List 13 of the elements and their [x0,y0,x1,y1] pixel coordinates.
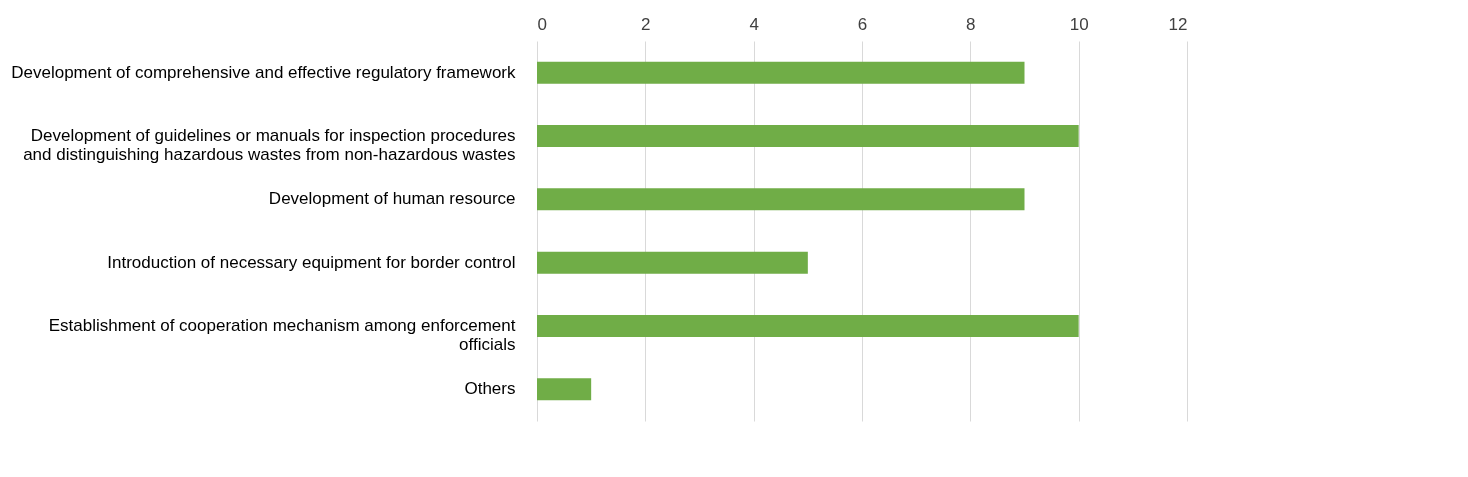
y-tick-label: Development of guidelines or manuals for inspection procedures and distinguishing hazardous wastes from non-hazardous wastes [23,126,516,164]
y-tick-label: Others [464,379,516,399]
y-tick-label: Introduction of necessary equipment for border control [107,252,516,272]
y-tick-label: Establishment of cooperation mechanism among enforcement officials [48,316,516,354]
x-tick-label: 6 [857,14,868,34]
x-tick-label: 0 [537,14,547,34]
y-tick-label: Development of human resource [268,189,516,209]
y-tick-label: Development of comprehensive and effective regulatory framework [11,62,516,82]
x-tick-label: 2 [641,14,651,34]
x-tick-label: 10 [1069,14,1089,34]
x-tick-label: 4 [749,14,759,34]
x-tick-label: 12 [1168,14,1188,34]
x-tick-label: 8 [966,14,976,34]
